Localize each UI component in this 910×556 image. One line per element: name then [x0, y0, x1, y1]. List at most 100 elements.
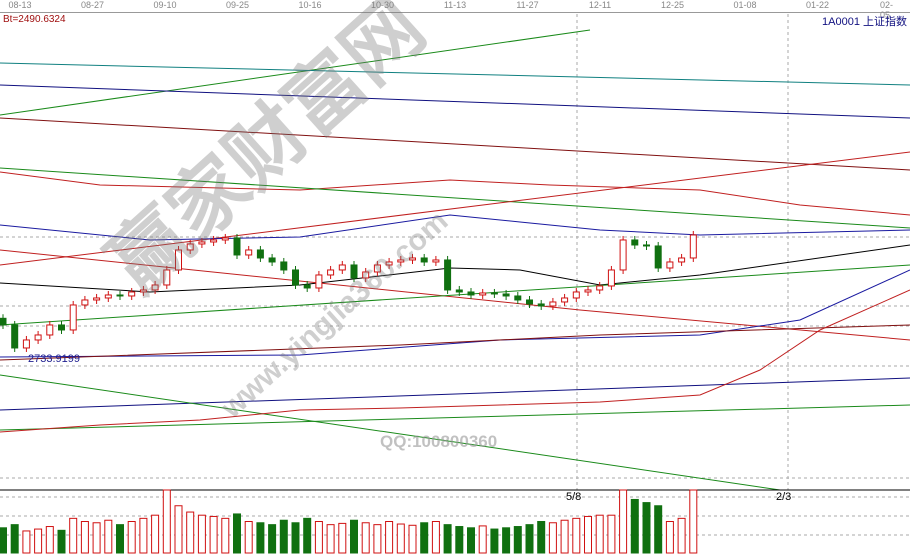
- volume-bar: [525, 524, 534, 554]
- candle: [654, 245, 662, 269]
- candle: [350, 264, 358, 279]
- volume-bar: [619, 489, 628, 554]
- volume-bar: [443, 524, 452, 554]
- candle: [151, 284, 159, 291]
- volume-bar: [69, 517, 78, 554]
- candle: [490, 292, 498, 295]
- date-tick: 12-25: [660, 0, 685, 10]
- volume-bar: [174, 505, 183, 554]
- candle: [175, 249, 182, 271]
- volume-bar: [642, 502, 651, 554]
- volume-bar: [80, 521, 89, 554]
- candle: [397, 259, 405, 263]
- volume-bar: [689, 489, 698, 554]
- volume-bar: [665, 521, 674, 554]
- candle: [689, 234, 697, 259]
- candle: [315, 274, 323, 289]
- volume-bar: [502, 527, 511, 554]
- candle: [11, 324, 19, 349]
- volume-bar: [92, 522, 101, 554]
- red-desc-line: [0, 249, 910, 341]
- volume-bar: [490, 528, 499, 554]
- volume-bar: [548, 522, 557, 554]
- volume-bar: [139, 517, 148, 554]
- volume-bar: [630, 498, 639, 554]
- volume-bar: [572, 517, 581, 554]
- candle: [34, 334, 42, 341]
- candle: [268, 257, 276, 263]
- candle: [584, 289, 592, 293]
- candle: [93, 297, 101, 301]
- green-asc-line: [0, 264, 910, 326]
- bt-label: Bt=2490.6324: [3, 14, 66, 25]
- candle: [561, 297, 569, 303]
- candle: [81, 299, 89, 306]
- candle: [666, 261, 674, 269]
- volume-bar: [455, 526, 464, 554]
- volume-bar: [478, 525, 487, 554]
- candle: [210, 239, 218, 243]
- teal-line: [0, 62, 910, 86]
- volume-bar: [186, 511, 195, 554]
- volume-bar: [595, 514, 604, 554]
- candle: [432, 259, 440, 263]
- red-lower-wave: [0, 289, 910, 433]
- green-lower-line: [0, 404, 910, 431]
- candle: [58, 324, 65, 331]
- candle: [537, 303, 545, 307]
- blue-lower-ma: [0, 269, 910, 358]
- volume-bar: [162, 489, 171, 554]
- candle: [444, 259, 452, 291]
- candle: [596, 285, 604, 291]
- darkred-lower-ma: [0, 324, 910, 361]
- volume-bar: [244, 521, 253, 554]
- volume-bar: [326, 524, 335, 554]
- volume-bar: [654, 505, 663, 554]
- candle: [607, 269, 615, 287]
- candle: [409, 257, 416, 261]
- candle: [502, 293, 510, 297]
- red-ma-upper: [0, 171, 910, 216]
- volume-bar: [303, 517, 312, 554]
- volume-bar: [268, 524, 277, 554]
- volume-bar: [607, 514, 616, 554]
- darkred-line: [0, 117, 910, 171]
- candle: [116, 294, 124, 297]
- date-tick: 02-05: [880, 0, 894, 20]
- candle: [373, 264, 381, 273]
- volume-bar: [45, 526, 54, 554]
- candle: [420, 257, 428, 263]
- candle: [128, 291, 136, 297]
- candle: [385, 261, 393, 266]
- volume-bar: [10, 524, 19, 554]
- candle: [526, 299, 533, 305]
- candle: [69, 304, 77, 331]
- date-tick: 01-08: [733, 0, 757, 10]
- candle: [631, 239, 639, 246]
- date-tick: 01-22: [805, 0, 830, 10]
- candle: [479, 292, 487, 296]
- candle: [549, 301, 557, 307]
- candle: [186, 243, 194, 251]
- blue-ma: [0, 214, 910, 241]
- volume-bar: [22, 530, 31, 554]
- candle: [22, 339, 30, 349]
- trend-lines: [0, 29, 910, 491]
- candle: [292, 269, 299, 286]
- volume-bar: [338, 522, 347, 554]
- candle: [572, 291, 580, 299]
- volume-bar: [420, 522, 429, 554]
- date-tick: 10-16: [298, 0, 322, 10]
- candle: [104, 294, 112, 299]
- candle: [514, 295, 522, 301]
- date-tick: 10-30: [370, 0, 395, 10]
- candle: [256, 249, 264, 259]
- date-tick: 12-11: [588, 0, 612, 10]
- volume-bar: [256, 522, 265, 554]
- red-rising-line: [0, 151, 910, 266]
- candle: [338, 264, 346, 271]
- volume-bar: [314, 521, 323, 554]
- low-price-label: 2733.9199: [28, 353, 80, 365]
- volume-bar: [116, 524, 124, 554]
